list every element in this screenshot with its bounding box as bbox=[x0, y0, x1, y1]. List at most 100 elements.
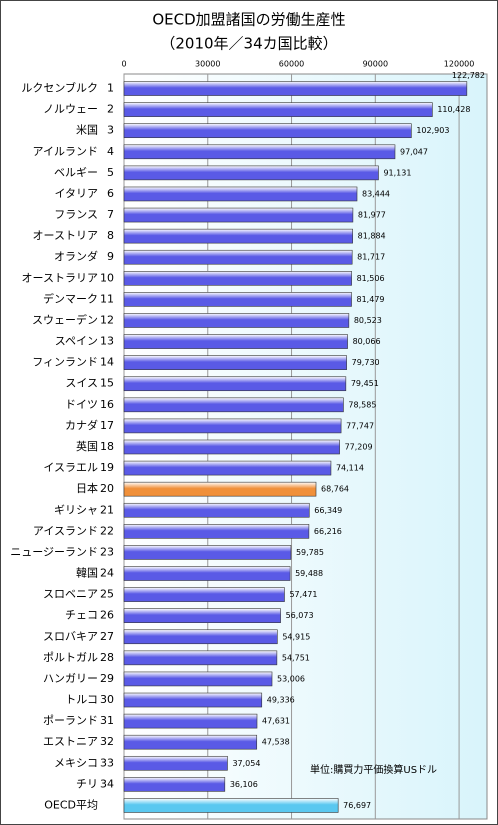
rank-label: 21 bbox=[100, 503, 114, 516]
rank-label: 32 bbox=[100, 735, 114, 748]
rank-label: 18 bbox=[100, 440, 114, 453]
value-label: 81,479 bbox=[357, 295, 385, 304]
bar bbox=[123, 734, 258, 750]
bar bbox=[123, 524, 310, 539]
rank-label: 33 bbox=[100, 756, 114, 769]
category-label: スペイン bbox=[55, 335, 98, 348]
category-label: スイス bbox=[65, 377, 98, 390]
category-label: ハンガリー bbox=[43, 672, 98, 685]
bar bbox=[123, 313, 350, 328]
category-label: オーストラリア bbox=[22, 271, 98, 284]
bar bbox=[123, 545, 292, 560]
bar bbox=[123, 228, 353, 244]
category-label: 韓国 bbox=[76, 567, 98, 580]
value-label: 81,977 bbox=[358, 211, 386, 220]
rank-label: 34 bbox=[100, 777, 114, 790]
rank-label: 25 bbox=[100, 588, 114, 601]
rank-label: 31 bbox=[100, 714, 114, 727]
category-label: オランダ bbox=[54, 249, 98, 263]
bar bbox=[123, 439, 340, 455]
value-label: 97,047 bbox=[400, 147, 428, 156]
rank-label: 7 bbox=[107, 208, 114, 221]
rank-label: 22 bbox=[100, 524, 114, 537]
value-label: 83,444 bbox=[362, 189, 390, 198]
category-label: フィンランド bbox=[32, 356, 98, 369]
rank-label: 27 bbox=[100, 630, 114, 643]
bar bbox=[123, 798, 339, 813]
bar bbox=[123, 144, 396, 160]
category-label: エストニア bbox=[43, 735, 98, 748]
bar bbox=[123, 355, 347, 370]
value-label: 49,336 bbox=[267, 696, 295, 705]
rank-label: 11 bbox=[100, 292, 114, 305]
bar bbox=[123, 186, 358, 202]
rank-label: 10 bbox=[100, 271, 114, 284]
bar bbox=[123, 713, 258, 729]
bar bbox=[123, 566, 291, 581]
value-label: 102,903 bbox=[416, 126, 449, 135]
value-label: 122,782 bbox=[452, 71, 485, 80]
rank-label: 26 bbox=[100, 609, 114, 622]
x-tick-label: 60000 bbox=[279, 60, 304, 69]
category-label: OECD平均 bbox=[44, 798, 98, 811]
rank-label: 2 bbox=[107, 103, 114, 116]
bar bbox=[123, 587, 285, 602]
annotation: 単位:購買力平価換算USドル bbox=[310, 763, 437, 776]
rank-label: 3 bbox=[107, 124, 114, 137]
x-tick-label: 0 bbox=[121, 60, 126, 69]
value-label: 57,471 bbox=[289, 590, 317, 599]
chart-title: OECD加盟諸国の労働生産性 bbox=[152, 11, 345, 29]
bar bbox=[123, 123, 412, 139]
rank-label: 16 bbox=[100, 398, 114, 411]
bar bbox=[123, 334, 348, 349]
category-label: ニュージーランド bbox=[10, 545, 98, 558]
value-label: 74,114 bbox=[336, 464, 364, 473]
bar bbox=[123, 292, 352, 307]
bar bbox=[123, 271, 352, 286]
category-label: スウェーデン bbox=[32, 312, 98, 326]
x-tick-label: 120000 bbox=[444, 60, 475, 69]
category-label: スロバキア bbox=[43, 630, 98, 643]
bar bbox=[123, 481, 317, 497]
bar bbox=[123, 397, 344, 413]
bar bbox=[123, 207, 354, 223]
bar bbox=[123, 671, 273, 687]
bar bbox=[123, 608, 281, 623]
rank-label: 1 bbox=[107, 82, 114, 95]
value-label: 77,747 bbox=[346, 421, 374, 430]
rank-label: 8 bbox=[107, 229, 114, 242]
value-label: 54,751 bbox=[282, 653, 310, 662]
value-label: 36,106 bbox=[230, 780, 258, 789]
category-label: ルクセンブルク bbox=[21, 81, 98, 95]
category-label: 日本 bbox=[76, 481, 98, 495]
category-label: ドイツ bbox=[65, 398, 98, 411]
value-label: 80,523 bbox=[354, 316, 382, 325]
bar bbox=[123, 692, 263, 708]
rank-label: 20 bbox=[100, 482, 114, 495]
rank-label: 9 bbox=[107, 250, 114, 263]
bar bbox=[123, 102, 433, 117]
category-label: ノルウェー bbox=[43, 103, 98, 116]
rank-label: 15 bbox=[100, 377, 114, 390]
rank-label: 4 bbox=[107, 145, 114, 158]
bar bbox=[123, 165, 379, 181]
rank-label: 24 bbox=[100, 567, 114, 580]
x-tick-label: 30000 bbox=[195, 60, 220, 69]
value-label: 47,538 bbox=[262, 738, 290, 747]
rank-label: 28 bbox=[100, 651, 114, 664]
rank-label: 30 bbox=[100, 693, 114, 706]
bar bbox=[123, 629, 278, 645]
bar bbox=[123, 650, 278, 666]
value-label: 81,884 bbox=[358, 232, 386, 241]
value-label: 80,066 bbox=[353, 337, 381, 346]
value-label: 59,488 bbox=[295, 569, 323, 578]
category-label: デンマーク bbox=[43, 291, 98, 305]
value-label: 47,631 bbox=[262, 717, 290, 726]
bar bbox=[123, 376, 347, 392]
value-label: 76,697 bbox=[343, 801, 371, 810]
rank-label: 29 bbox=[100, 672, 114, 685]
category-label: トルコ bbox=[65, 693, 98, 706]
value-label: 110,428 bbox=[437, 105, 470, 114]
value-label: 56,073 bbox=[286, 611, 314, 620]
